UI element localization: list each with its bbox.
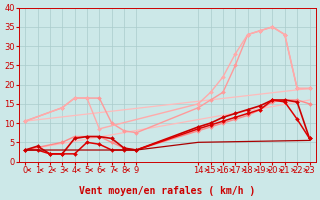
X-axis label: Vent moyen/en rafales ( km/h ): Vent moyen/en rafales ( km/h )	[79, 186, 255, 196]
